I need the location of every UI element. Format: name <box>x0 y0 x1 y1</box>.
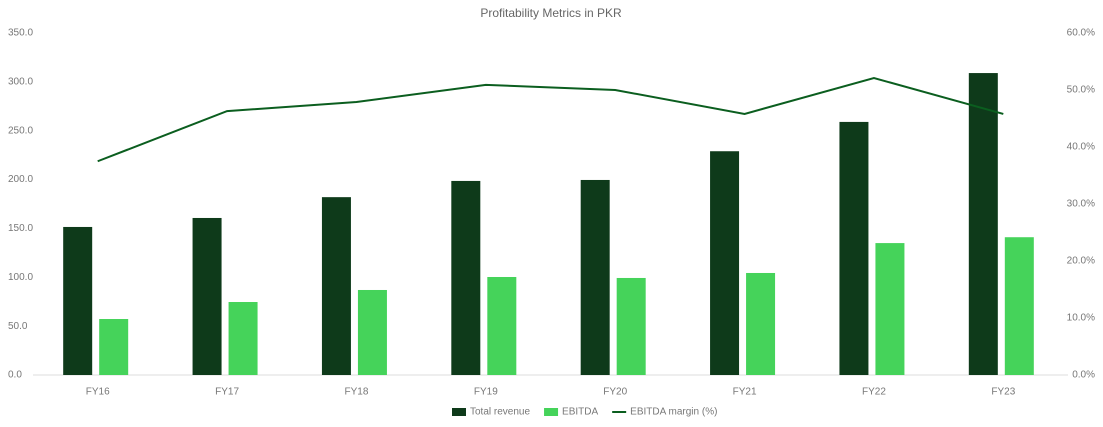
bar <box>616 277 646 375</box>
y2-tick-label: 10.0% <box>1067 313 1095 324</box>
bar <box>580 179 610 375</box>
y-tick-label: 150.0 <box>8 223 33 234</box>
bar <box>451 180 481 375</box>
bar <box>968 73 998 375</box>
y-tick-label: 350.0 <box>8 28 33 39</box>
x-tick-label: FY19 <box>474 387 498 398</box>
legend-label: Total revenue <box>470 407 530 418</box>
bar <box>99 319 129 375</box>
legend-swatch <box>544 408 559 416</box>
bar <box>875 243 905 375</box>
x-tick-label: FY23 <box>991 387 1015 398</box>
bar <box>1004 237 1034 375</box>
x-tick-label: FY21 <box>733 387 757 398</box>
x-tick-label: FY17 <box>215 387 239 398</box>
y-tick-label: 0.0 <box>8 370 22 381</box>
legend-swatch <box>452 408 466 416</box>
bar <box>321 197 351 375</box>
y-tick-label: 250.0 <box>8 125 33 136</box>
y2-tick-label: 0.0% <box>1072 370 1095 381</box>
bar <box>839 121 869 375</box>
y2-tick-label: 20.0% <box>1067 256 1095 267</box>
y2-tick-label: 60.0% <box>1067 28 1095 39</box>
y-tick-label: 100.0 <box>8 272 33 283</box>
y-tick-label: 50.0 <box>8 321 28 332</box>
legend-label: EBITDA margin (%) <box>630 407 717 418</box>
bar <box>192 217 222 375</box>
legend-label: EBITDA <box>562 407 598 418</box>
x-tick-label: FY20 <box>603 387 627 398</box>
x-tick-label: FY18 <box>344 387 368 398</box>
bar <box>357 289 387 375</box>
bar <box>746 272 776 375</box>
x-tick-label: FY22 <box>862 387 886 398</box>
chart-title: Profitability Metrics in PKR <box>480 6 622 20</box>
x-tick-label: FY16 <box>86 387 110 398</box>
y-tick-label: 300.0 <box>8 76 33 87</box>
bar <box>710 151 740 375</box>
y2-tick-label: 50.0% <box>1067 85 1095 96</box>
y2-tick-label: 40.0% <box>1067 142 1095 153</box>
bar <box>228 302 258 375</box>
line <box>97 76 1004 163</box>
y2-tick-label: 30.0% <box>1067 199 1095 210</box>
bar <box>63 226 93 375</box>
y-tick-label: 200.0 <box>8 174 33 185</box>
bar <box>487 276 517 375</box>
